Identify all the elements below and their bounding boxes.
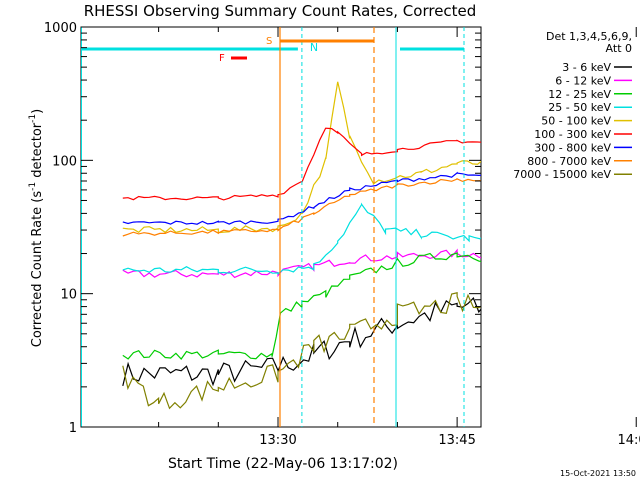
legend-label-8: 7000 - 15000 keV [513,168,611,181]
series-line-2 [122,252,481,360]
series-line-6 [122,171,481,225]
flare-flag-label: F [219,53,225,64]
legend-label-4: 50 - 100 keV [541,115,611,128]
series-line-8 [122,292,481,410]
plot-region [80,26,482,428]
annotation-layer: N F S [81,27,465,427]
y-tick-label: 1000 [44,21,77,36]
y-tick-label: 1 [69,421,77,436]
series-line-3 [122,202,481,276]
legend-header-line-1: Det 1,3,4,5,6,9, [546,30,632,43]
footer-date: 15-Oct-2021 13:50 [560,469,636,478]
y-tick-label: 10 [60,288,77,303]
series-line-0 [122,297,481,387]
legend-label-6: 300 - 800 keV [534,141,611,154]
legend-label-0: 3 - 6 keV [562,61,611,74]
legend-header-line-2: Att 0 [606,42,632,55]
chart-title: RHESSI Observing Summary Count Rates, Co… [84,2,477,20]
legend-label-7: 800 - 7000 keV [527,155,611,168]
saa-flag-label: S [266,36,272,47]
y-axis-label: Corrected Count Rate (s-1 detector-1) [28,109,45,347]
y-axis-label-main: Corrected Count Rate (s [30,191,45,348]
y-axis-label-end: ) [30,109,45,114]
legend-label-3: 25 - 50 keV [548,101,611,114]
legend-label-1: 6 - 12 keV [555,74,611,87]
y-axis-label-sup1: -1 [28,182,38,191]
series-line-7 [122,177,481,237]
x-axis-label: Start Time (22-May-06 13:17:02) [168,456,398,472]
x-tick-label: 14:00 [617,433,640,448]
series-line-4 [122,81,481,234]
night-flag-label: N [310,41,318,54]
series-line-5 [122,127,481,201]
legend-label-5: 100 - 300 keV [534,128,611,141]
series-layer [122,81,481,410]
x-tick-label: 13:30 [259,433,296,448]
y-axis-label-sup2: -1 [28,114,38,123]
y-axis-label-mid: detector [30,122,45,182]
plot-frame [80,26,482,428]
y-tick-label: 100 [52,154,77,169]
legend-label-2: 12 - 25 keV [548,88,611,101]
x-tick-label: 13:45 [438,433,475,448]
